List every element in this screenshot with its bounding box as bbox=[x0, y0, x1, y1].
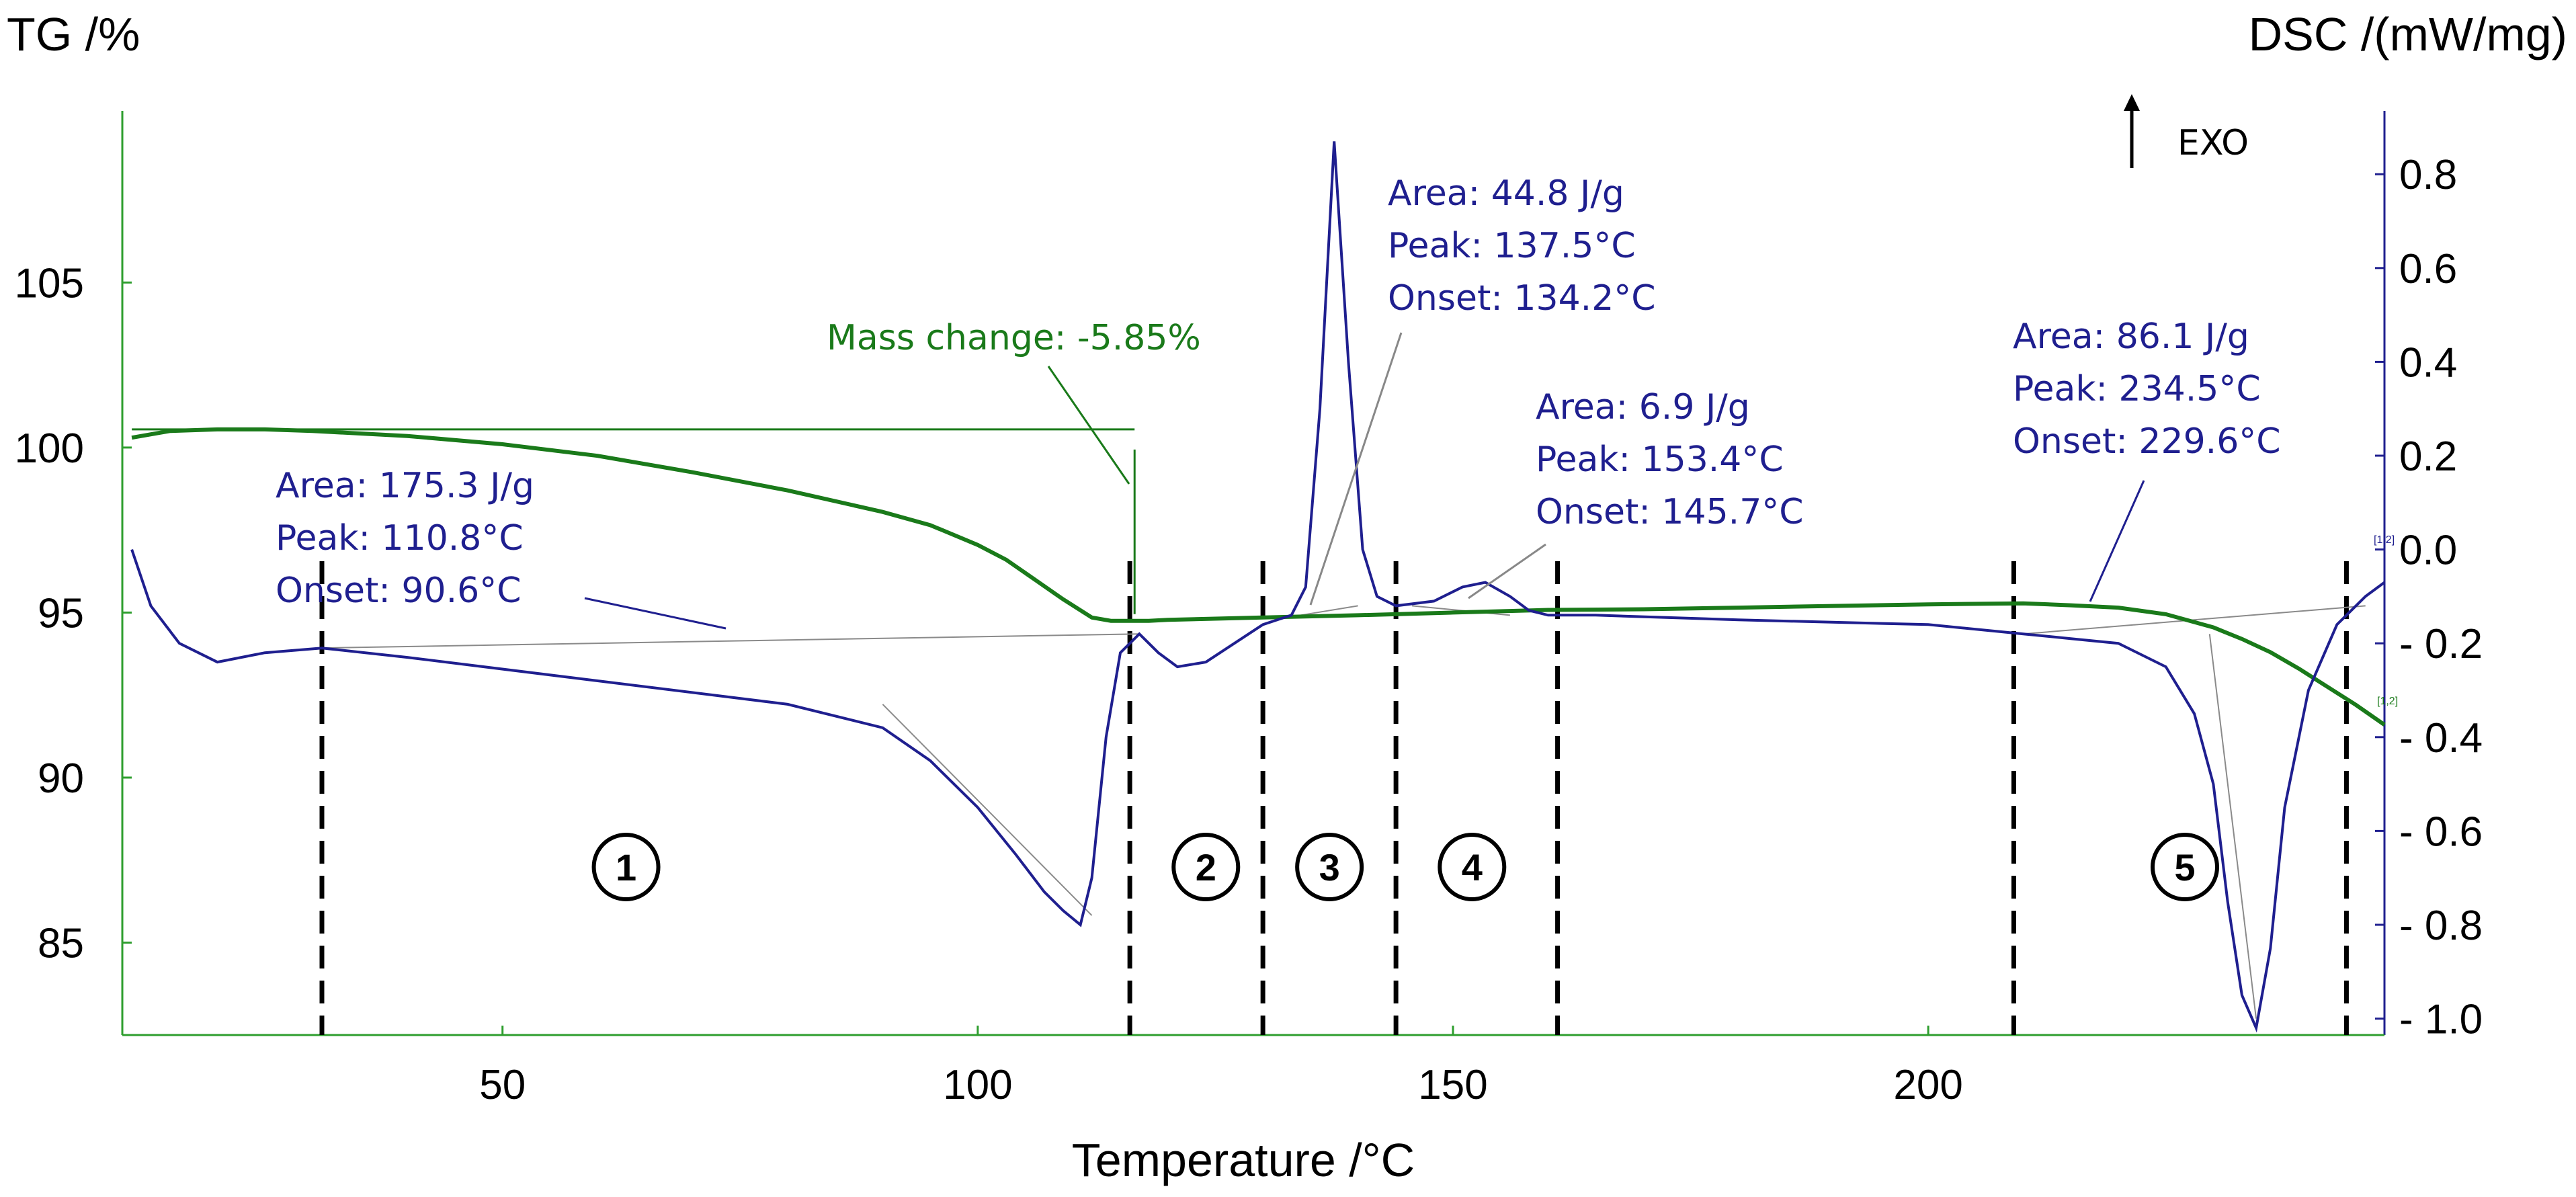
peak1-area: Area: 175.3 J/g bbox=[276, 466, 534, 506]
ticks-layer: 50 100 150 200 85 90 95 100 105 0.8 0.6 0.4 0.2 0.0 - … bbox=[15, 152, 2483, 1108]
y-right-tick-label: - 0.8 bbox=[2399, 903, 2483, 949]
x-tick-label: 100 bbox=[943, 1062, 1012, 1108]
region-marker-circle bbox=[2151, 833, 2219, 901]
region-marker-circle bbox=[1171, 833, 1241, 901]
y-right-tick-label: - 0.6 bbox=[2399, 809, 2483, 855]
y-left-axis-title: TG /% bbox=[7, 8, 140, 60]
peak-baseline bbox=[1300, 605, 1358, 616]
mass-change-label: Mass change: -5.85% bbox=[827, 318, 1201, 358]
y-right-tick-label: - 1.0 bbox=[2399, 997, 2483, 1043]
peak1-leader bbox=[584, 597, 726, 630]
peak4-onset: Onset: 145.7°C bbox=[1536, 492, 1804, 532]
tg-series-line bbox=[131, 427, 2386, 727]
y-right-tick-label: 0.2 bbox=[2399, 434, 2457, 480]
y-right-tick-label: 0.0 bbox=[2399, 528, 2457, 574]
region-marker-circle bbox=[1438, 833, 1507, 901]
peak5-onset: Onset: 229.6°C bbox=[2013, 421, 2281, 462]
peak5-leader bbox=[2089, 480, 2145, 602]
peak4-leader bbox=[1468, 543, 1546, 600]
x-tick-label: 50 bbox=[479, 1062, 526, 1108]
peak-baseline bbox=[882, 704, 1093, 916]
integration-baselines bbox=[321, 605, 2366, 1019]
peak-baseline bbox=[2208, 634, 2257, 1019]
peak1-peak: Peak: 110.8°C bbox=[276, 518, 524, 559]
y-left-tick-label: 100 bbox=[15, 425, 84, 472]
peak5-peak: Peak: 234.5°C bbox=[2013, 369, 2261, 409]
exo-label: EXO bbox=[2177, 123, 2249, 163]
mass-change-annotation: Mass change: -5.85% bbox=[132, 318, 1201, 614]
peak3-annotation: Area: 44.8 J/g Peak: 137.5°C Onset: 134.… bbox=[1309, 173, 1656, 606]
peak5-annotation: Area: 86.1 J/g Peak: 234.5°C Onset: 229.… bbox=[2013, 317, 2281, 602]
region-marker-circle bbox=[1295, 833, 1364, 901]
y-left-tick-label: 85 bbox=[38, 921, 84, 967]
y-left-tick-label: 105 bbox=[15, 260, 84, 306]
peak4-area: Area: 6.9 J/g bbox=[1536, 387, 1750, 427]
y-right-tick-label: - 0.4 bbox=[2399, 715, 2483, 761]
y-right-axis-title: DSC /(mW/mg) bbox=[2249, 8, 2567, 60]
exo-indicator: EXO bbox=[2124, 94, 2249, 168]
peak3-onset: Onset: 134.2°C bbox=[1388, 278, 1656, 319]
peak-baseline bbox=[2023, 605, 2366, 635]
peak4-annotation: Area: 6.9 J/g Peak: 153.4°C Onset: 145.7… bbox=[1468, 387, 1804, 600]
exo-arrowhead-icon bbox=[2124, 94, 2140, 111]
x-tick-label: 200 bbox=[1893, 1062, 1962, 1108]
peak3-leader bbox=[1309, 332, 1403, 606]
region-marker-circle bbox=[591, 833, 661, 901]
x-tick-label: 150 bbox=[1418, 1062, 1487, 1108]
peak5-area: Area: 86.1 J/g bbox=[2013, 317, 2249, 357]
region-marker-label: 2 bbox=[1196, 846, 1216, 889]
tg-end-tag: [1,2] bbox=[2377, 696, 2398, 707]
x-axis-title: Temperature /°C bbox=[1072, 1134, 1415, 1186]
peak4-peak: Peak: 153.4°C bbox=[1536, 440, 1784, 480]
peak3-area: Area: 44.8 J/g bbox=[1388, 173, 1624, 214]
dsc-end-tag: [1,2] bbox=[2374, 534, 2395, 546]
region-marker-label: 1 bbox=[616, 846, 636, 889]
y-right-tick-label: - 0.2 bbox=[2399, 621, 2483, 667]
y-left-tick-label: 90 bbox=[38, 755, 84, 802]
y-left-tick-label: 95 bbox=[38, 590, 84, 636]
dsc-series-line bbox=[130, 141, 2386, 1033]
region-marker-label: 4 bbox=[1462, 846, 1483, 889]
peak1-annotation: Area: 175.3 J/g Peak: 110.8°C Onset: 90.… bbox=[276, 466, 726, 630]
peak-baseline bbox=[321, 633, 1140, 649]
mass-change-leader bbox=[1047, 366, 1130, 485]
y-right-tick-label: 0.4 bbox=[2399, 339, 2457, 386]
y-right-tick-label: 0.8 bbox=[2399, 152, 2457, 198]
boundary-lines bbox=[319, 561, 2349, 1035]
peak3-peak: Peak: 137.5°C bbox=[1388, 226, 1636, 266]
peak1-onset: Onset: 90.6°C bbox=[276, 571, 522, 611]
region-marker-label: 5 bbox=[2174, 846, 2195, 889]
y-right-tick-label: 0.6 bbox=[2399, 246, 2457, 292]
region-marker-label: 3 bbox=[1319, 846, 1340, 889]
region-markers: 1 2 3 4 5 bbox=[591, 833, 2219, 901]
